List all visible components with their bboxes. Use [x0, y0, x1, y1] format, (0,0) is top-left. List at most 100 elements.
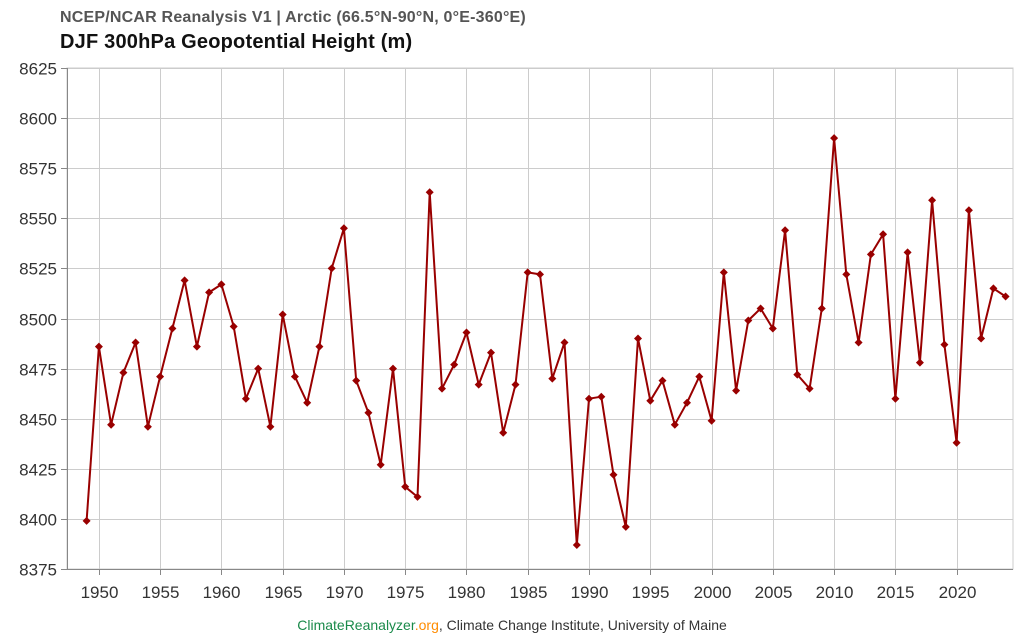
y-tick-labels: 8375 8400 8425 8450 8475 8500 8525 8550 8575 8600… — [19, 60, 57, 580]
data-point-marker — [229, 322, 238, 331]
data-point-marker — [585, 394, 593, 403]
data-point-marker — [756, 304, 765, 313]
y-tick-label: 8400 — [19, 511, 57, 530]
data-point-marker — [364, 408, 373, 417]
footer-brand-domain[interactable]: .org — [414, 617, 439, 633]
data-point-marker — [609, 470, 618, 479]
x-tick-label: 2020 — [939, 583, 977, 602]
data-point-marker — [450, 360, 459, 369]
data-point-marker — [241, 394, 250, 403]
data-point-marker — [389, 364, 397, 373]
data-point-marker — [560, 338, 569, 347]
data-point-marker — [1001, 292, 1010, 301]
x-tick-label: 2015 — [877, 583, 915, 602]
y-tick-label: 8425 — [19, 461, 57, 480]
x-tick-label: 1950 — [81, 583, 119, 602]
data-point-marker — [548, 374, 557, 383]
data-point-marker — [915, 358, 924, 367]
x-tick-label: 1965 — [265, 583, 303, 602]
data-point-marker — [438, 384, 446, 393]
chart-subtitle: NCEP/NCAR Reanalysis V1 | Arctic (66.5°N… — [60, 9, 526, 26]
x-tick-label: 2010 — [816, 583, 854, 602]
y-tick-label: 8375 — [19, 561, 57, 580]
data-point-marker — [315, 342, 324, 351]
data-point-marker — [621, 522, 630, 531]
data-point-marker — [352, 376, 361, 385]
footer-credit: ClimateReanalyzer.org, Climate Change In… — [0, 617, 1024, 633]
x-tick-label: 2000 — [694, 583, 732, 602]
footer-brand-name[interactable]: ClimateReanalyzer — [297, 617, 415, 633]
series-line — [85, 137, 1007, 546]
data-point-marker — [719, 268, 728, 277]
data-point-marker — [928, 196, 937, 205]
data-point-marker — [303, 398, 312, 407]
data-point-marker — [952, 438, 961, 447]
data-point-marker — [499, 428, 508, 437]
data-point-marker — [683, 398, 691, 407]
data-point-marker — [192, 342, 201, 351]
data-point-marker — [781, 226, 790, 235]
data-point-marker — [646, 396, 655, 405]
data-point-marker — [744, 316, 753, 325]
data-point-marker — [793, 370, 802, 379]
data-point-marker — [327, 264, 336, 273]
data-point-marker — [107, 420, 116, 429]
y-tick-label: 8450 — [19, 411, 57, 430]
data-point-marker — [732, 386, 741, 395]
grid — [66, 67, 1014, 570]
x-tick-label: 1970 — [326, 583, 364, 602]
data-point-marker — [572, 541, 581, 549]
series — [82, 134, 1010, 549]
data-point-marker — [817, 304, 826, 313]
data-point-marker — [903, 248, 912, 257]
data-point-marker — [658, 376, 667, 385]
data-point-marker — [82, 516, 91, 525]
data-point-marker — [376, 460, 385, 469]
data-point-marker — [131, 338, 140, 347]
data-point-marker — [168, 324, 177, 333]
data-point-marker — [254, 364, 263, 373]
data-point-marker — [830, 134, 839, 143]
data-point-marker — [940, 340, 949, 349]
data-point-marker — [339, 224, 348, 233]
data-point-marker — [205, 288, 214, 297]
data-point-marker — [413, 492, 422, 501]
data-point-marker — [964, 206, 973, 215]
x-tick-label: 1975 — [387, 583, 425, 602]
data-point-marker — [707, 416, 716, 425]
data-point-marker — [536, 270, 544, 279]
data-point-marker — [278, 310, 287, 319]
data-point-marker — [989, 284, 998, 293]
data-point-marker — [401, 482, 410, 491]
data-point-marker — [143, 422, 152, 431]
data-point-marker — [523, 268, 532, 277]
data-point-marker — [94, 342, 103, 351]
data-point-marker — [805, 384, 814, 393]
data-point-marker — [879, 230, 888, 239]
x-tick-label: 1995 — [632, 583, 670, 602]
data-point-marker — [977, 334, 986, 343]
data-point-marker — [891, 394, 900, 403]
data-point-marker — [487, 348, 495, 357]
data-point-marker — [462, 328, 471, 337]
data-point-marker — [854, 338, 863, 347]
y-tick-label: 8575 — [19, 160, 57, 179]
x-tick-label: 1985 — [510, 583, 548, 602]
plot-frame — [66, 67, 1014, 570]
data-point-marker — [768, 324, 777, 333]
data-point-marker — [266, 422, 275, 431]
data-point-marker — [180, 276, 189, 285]
data-point-marker — [474, 380, 483, 389]
footer-institution: , Climate Change Institute, University o… — [438, 617, 727, 633]
data-point-marker — [634, 334, 642, 343]
data-point-marker — [156, 372, 165, 381]
data-point-marker — [290, 372, 299, 381]
axes — [61, 68, 1013, 575]
x-tick-labels: 1950 1955 1960 1965 1970 1975 1980 1985 1990 1995… — [81, 583, 977, 602]
data-point-marker — [119, 368, 128, 377]
data-point-marker — [866, 250, 875, 259]
data-point-marker — [842, 270, 851, 279]
x-tick-label: 1960 — [203, 583, 241, 602]
x-tick-label: 1980 — [448, 583, 486, 602]
